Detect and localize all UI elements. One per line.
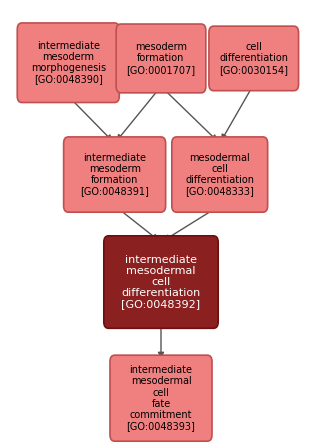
Text: intermediate
mesodermal
cell
differentiation
[GO:0048392]: intermediate mesodermal cell differentia… xyxy=(121,254,201,310)
FancyBboxPatch shape xyxy=(116,24,206,93)
Text: intermediate
mesoderm
formation
[GO:0048391]: intermediate mesoderm formation [GO:0048… xyxy=(80,153,149,196)
FancyBboxPatch shape xyxy=(172,137,268,212)
FancyBboxPatch shape xyxy=(64,137,166,212)
Text: mesodermal
cell
differentiation
[GO:0048333]: mesodermal cell differentiation [GO:0048… xyxy=(185,153,254,196)
FancyBboxPatch shape xyxy=(104,236,218,328)
FancyBboxPatch shape xyxy=(17,23,119,103)
FancyBboxPatch shape xyxy=(209,26,298,90)
Text: mesoderm
formation
[GO:0001707]: mesoderm formation [GO:0001707] xyxy=(127,42,195,75)
Text: cell
differentiation
[GO:0030154]: cell differentiation [GO:0030154] xyxy=(219,42,288,75)
Text: intermediate
mesodermal
cell
fate
commitment
[GO:0048393]: intermediate mesodermal cell fate commit… xyxy=(127,365,195,431)
Text: intermediate
mesoderm
morphogenesis
[GO:0048390]: intermediate mesoderm morphogenesis [GO:… xyxy=(31,41,106,85)
FancyBboxPatch shape xyxy=(110,355,212,441)
